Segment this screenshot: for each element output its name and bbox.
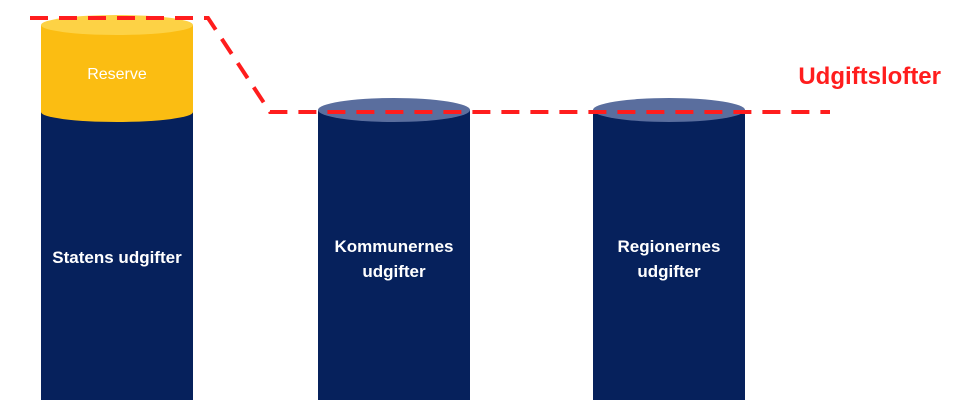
cylinder-regioner-body	[593, 110, 745, 400]
cylinder-regioner-label-line-1: Regionernes	[618, 237, 721, 256]
cylinder-kommuner-body	[318, 110, 470, 400]
cylinder-staten-label-line-1: Statens udgifter	[52, 248, 182, 267]
cylinder-regioner-label-line-2: udgifter	[637, 262, 701, 281]
cylinder-staten: Reserve Statens udgifter	[41, 15, 193, 400]
cylinder-kommuner: Kommunernes udgifter	[318, 98, 470, 400]
cylinder-kommuner-label-line-2: udgifter	[362, 262, 426, 281]
ceiling-dashed-line	[30, 16, 830, 114]
cylinder-regioner-top	[593, 98, 745, 122]
reserve-section	[41, 25, 193, 122]
cylinder-regioner: Regionernes udgifter	[593, 98, 745, 400]
ceiling-label: Udgiftslofter	[798, 63, 941, 90]
reserve-label: Reserve	[87, 66, 147, 83]
cylinder-staten-body	[41, 112, 193, 400]
cylinder-kommuner-label-line-1: Kommunernes	[334, 237, 453, 256]
